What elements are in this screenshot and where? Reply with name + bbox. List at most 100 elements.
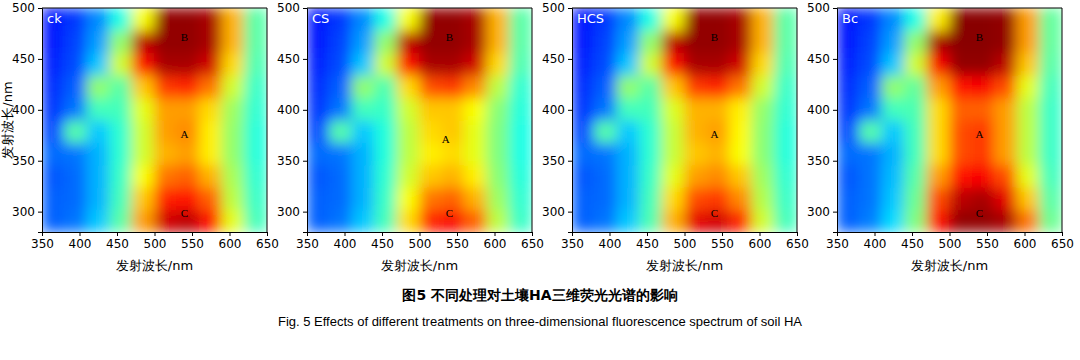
heat-cell	[904, 187, 928, 210]
heat-cell	[882, 8, 906, 31]
heat-cell	[774, 97, 797, 120]
heat-cell	[419, 120, 443, 143]
y-tick: 400	[277, 103, 307, 117]
y-tick-label: 300	[542, 205, 565, 219]
heat-cell	[222, 142, 246, 165]
y-axis-line	[833, 9, 838, 233]
heat-cell	[774, 52, 797, 75]
heat-cell	[1039, 120, 1062, 143]
y-tick: 350	[12, 154, 42, 168]
heat-cell	[509, 164, 532, 187]
x-axis-line	[573, 233, 798, 237]
heat-cell	[684, 164, 708, 187]
heat-cell	[994, 142, 1018, 165]
peak-label: C	[711, 207, 718, 219]
heat-cell	[154, 120, 178, 143]
heat-cell	[662, 209, 686, 232]
heat-cell	[329, 187, 353, 210]
x-tick-label: 400	[69, 237, 92, 251]
heat-cell	[594, 142, 618, 165]
heat-cell	[64, 97, 88, 120]
x-tick-mark	[987, 232, 988, 236]
heat-cell	[837, 120, 860, 143]
heat-cell	[442, 30, 466, 53]
heat-cell	[904, 75, 928, 98]
heat-cell	[464, 142, 488, 165]
y-tick-label: 400	[542, 103, 565, 117]
heat-cell	[222, 209, 246, 232]
y-axis: 300350400450500	[277, 1, 307, 232]
heat-cell	[994, 52, 1018, 75]
y-tick: 300	[542, 205, 572, 219]
heat-cell	[1017, 75, 1041, 98]
heat-cell	[617, 30, 641, 53]
heat-cell	[1017, 120, 1041, 143]
x-tick-mark	[1025, 232, 1026, 236]
heat-cell	[64, 209, 88, 232]
heat-cell	[132, 75, 156, 98]
x-tick-label: 450	[106, 237, 129, 251]
heat-cell	[487, 8, 511, 31]
heat-cell	[859, 209, 883, 232]
caption: 图5 不同处理对土壤HA三维荧光光谱的影响	[402, 287, 677, 303]
x-tick-label: 500	[674, 237, 697, 251]
peak-label: C	[181, 207, 188, 219]
heat-cell	[949, 120, 973, 143]
heat-cell	[87, 75, 111, 98]
frame	[307, 8, 532, 232]
x-tick-mark	[420, 232, 421, 236]
heat-cell	[307, 187, 330, 210]
heat-cell	[329, 209, 353, 232]
y-tick-mark	[568, 110, 572, 111]
heat-cell	[949, 75, 973, 98]
heat-cell	[774, 142, 797, 165]
heat-cell	[222, 52, 246, 75]
x-tick: 350	[826, 232, 849, 251]
panel: 350400450500550600650300350400450500ckBA…	[0, 1, 279, 273]
y-tick: 500	[542, 1, 572, 15]
heat-cell	[109, 97, 133, 120]
x-tick: 350	[31, 232, 54, 251]
peak-label: B	[711, 31, 718, 43]
x-tick-mark	[610, 232, 611, 236]
heat-cell	[707, 8, 731, 31]
heat-cell	[352, 75, 376, 98]
heat-cell	[837, 209, 860, 232]
heat-cell	[307, 120, 330, 143]
y-tick: 400	[12, 103, 42, 117]
x-tick-mark	[647, 232, 648, 236]
x-tick-mark	[797, 232, 798, 236]
y-tick: 300	[12, 205, 42, 219]
x-tick-label: 350	[826, 237, 849, 251]
heat-cell	[199, 164, 223, 187]
heat-cell	[904, 97, 928, 120]
heat-cell	[87, 30, 111, 53]
heat-cell	[509, 209, 532, 232]
x-tick: 600	[1014, 232, 1037, 251]
heat-cell	[64, 8, 88, 31]
x-tick-mark	[722, 232, 723, 236]
peak-label: B	[976, 31, 983, 43]
heat-cell	[972, 30, 996, 53]
heat-cell	[837, 8, 860, 31]
y-tick: 500	[12, 1, 42, 15]
heat-cell	[949, 30, 973, 53]
y-tick-label: 500	[542, 1, 565, 15]
heat-cell	[109, 142, 133, 165]
y-tick-label: 450	[807, 52, 830, 66]
heat-cell	[177, 8, 201, 31]
heat-cell	[329, 120, 353, 143]
heat-cell	[752, 30, 776, 53]
heat-cell	[374, 97, 398, 120]
heat-cell	[994, 30, 1018, 53]
heatmap	[572, 8, 797, 232]
heat-cell	[882, 52, 906, 75]
y-tick: 400	[542, 103, 572, 117]
heat-cell	[487, 120, 511, 143]
x-axis-line	[308, 233, 533, 237]
y-tick-mark	[38, 161, 42, 162]
heat-cell	[64, 164, 88, 187]
x-axis-title: 发射波长/nm	[116, 258, 193, 273]
heat-cell	[1039, 187, 1062, 210]
x-tick: 450	[901, 232, 924, 251]
